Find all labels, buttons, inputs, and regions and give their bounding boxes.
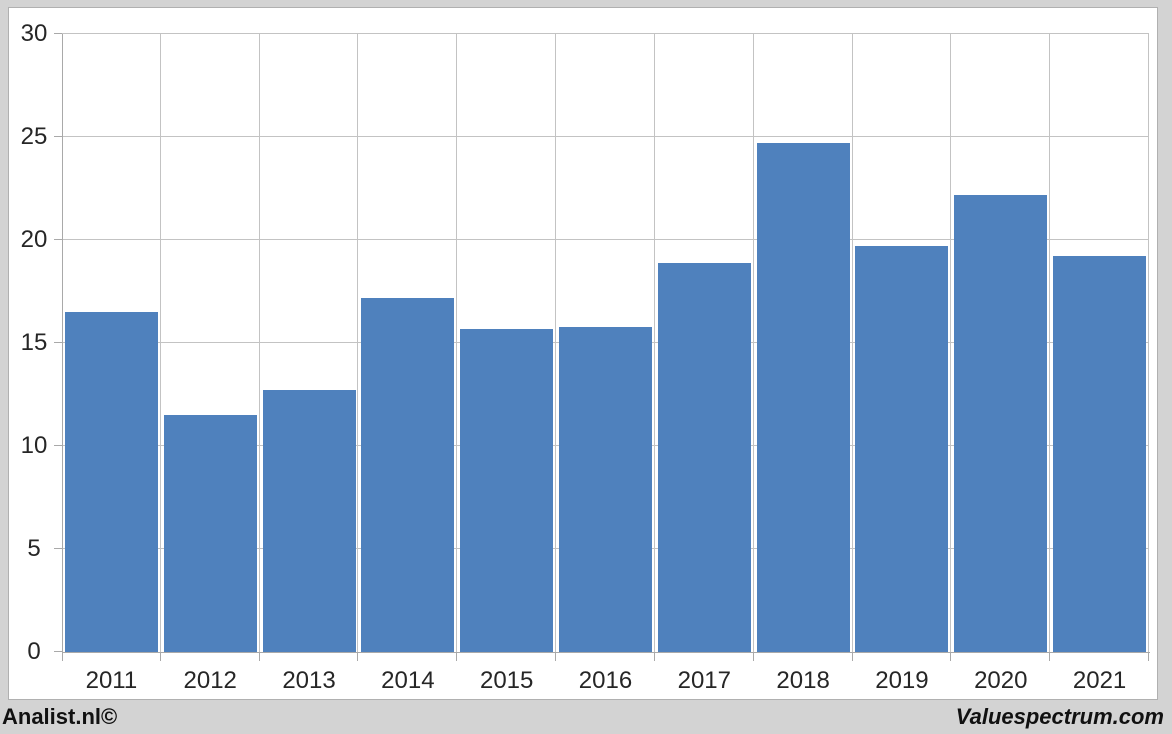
y-axis-label-5: 5 <box>27 535 41 562</box>
x-axis-label-2012: 2012 <box>183 667 237 694</box>
gridline-x-5 <box>555 34 556 652</box>
y-tick-25 <box>54 136 62 137</box>
bar-2021 <box>1053 256 1147 652</box>
brand-analist: Analist.nl© <box>2 704 118 729</box>
x-axis-label-2013: 2013 <box>282 667 336 694</box>
x-axis-label-2020: 2020 <box>974 667 1028 694</box>
y-tick-15 <box>54 342 62 343</box>
gridline-x-8 <box>852 34 853 652</box>
bar-2016 <box>559 326 652 652</box>
gridline-x-2 <box>259 34 260 652</box>
gridline-x-6 <box>654 34 655 652</box>
brand-valuespectrum: Valuespectrum.com <box>955 704 1164 729</box>
bar-2012 <box>163 415 257 652</box>
gridline-x-10 <box>1049 34 1050 652</box>
gridline-x-3 <box>357 34 358 652</box>
branding-bar: Analist.nl© Valuespectrum.com <box>0 700 1172 734</box>
gridline-x-4 <box>456 34 457 652</box>
x-tick-2 <box>259 652 260 661</box>
gridline-x-1 <box>160 34 161 652</box>
bar-2019 <box>855 246 949 652</box>
x-axis-label-2014: 2014 <box>381 667 435 694</box>
y-axis-line <box>62 34 63 652</box>
bar-2020 <box>954 194 1048 652</box>
x-axis-label-2021: 2021 <box>1072 667 1127 694</box>
x-tick-8 <box>852 652 853 661</box>
bar-2014 <box>361 297 455 652</box>
x-axis-label-2017: 2017 <box>677 667 731 694</box>
x-tick-7 <box>753 652 754 661</box>
y-axis-label-10: 10 <box>20 432 48 459</box>
x-tick-3 <box>357 652 358 661</box>
bar-2018 <box>756 143 850 652</box>
y-axis-label-25: 25 <box>20 123 48 150</box>
x-axis-label-2018: 2018 <box>776 667 830 694</box>
bar-2015 <box>460 328 554 652</box>
x-axis-label-2016: 2016 <box>578 667 633 694</box>
bar-2017 <box>657 262 751 652</box>
y-axis-label-0: 0 <box>27 638 41 665</box>
x-axis-label-2019: 2019 <box>875 667 929 694</box>
y-tick-10 <box>54 445 62 446</box>
x-axis-line <box>62 652 1150 653</box>
x-tick-11 <box>1148 652 1149 661</box>
y-tick-30 <box>54 33 62 34</box>
y-axis-label-30: 30 <box>20 20 48 47</box>
x-axis-label-2015: 2015 <box>479 667 534 694</box>
x-tick-0 <box>62 652 63 661</box>
x-tick-5 <box>555 652 556 661</box>
chart-panel: 0 5 10 15 20 25 30 2011 2012 2013 2014 2015 2016 2017… <box>8 7 1158 700</box>
bar-2011 <box>64 312 158 652</box>
bar-2013 <box>262 390 356 652</box>
plot-area <box>62 33 1149 652</box>
y-tick-0 <box>54 651 62 652</box>
y-tick-20 <box>54 239 62 240</box>
gridline-y-20 <box>62 239 1149 240</box>
gridline-x-9 <box>950 34 951 652</box>
x-tick-4 <box>456 652 457 661</box>
y-axis-label-20: 20 <box>20 226 48 253</box>
x-tick-9 <box>950 652 951 661</box>
x-tick-10 <box>1049 652 1050 661</box>
x-axis-label-2011: 2011 <box>85 667 138 694</box>
gridline-x-11 <box>1148 34 1149 652</box>
x-tick-6 <box>654 652 655 661</box>
gridline-y-30 <box>62 33 1149 34</box>
x-tick-1 <box>160 652 161 661</box>
y-axis-label-15: 15 <box>20 329 48 356</box>
y-tick-5 <box>54 548 62 549</box>
gridline-y-25 <box>62 136 1149 137</box>
gridline-x-7 <box>753 34 754 652</box>
